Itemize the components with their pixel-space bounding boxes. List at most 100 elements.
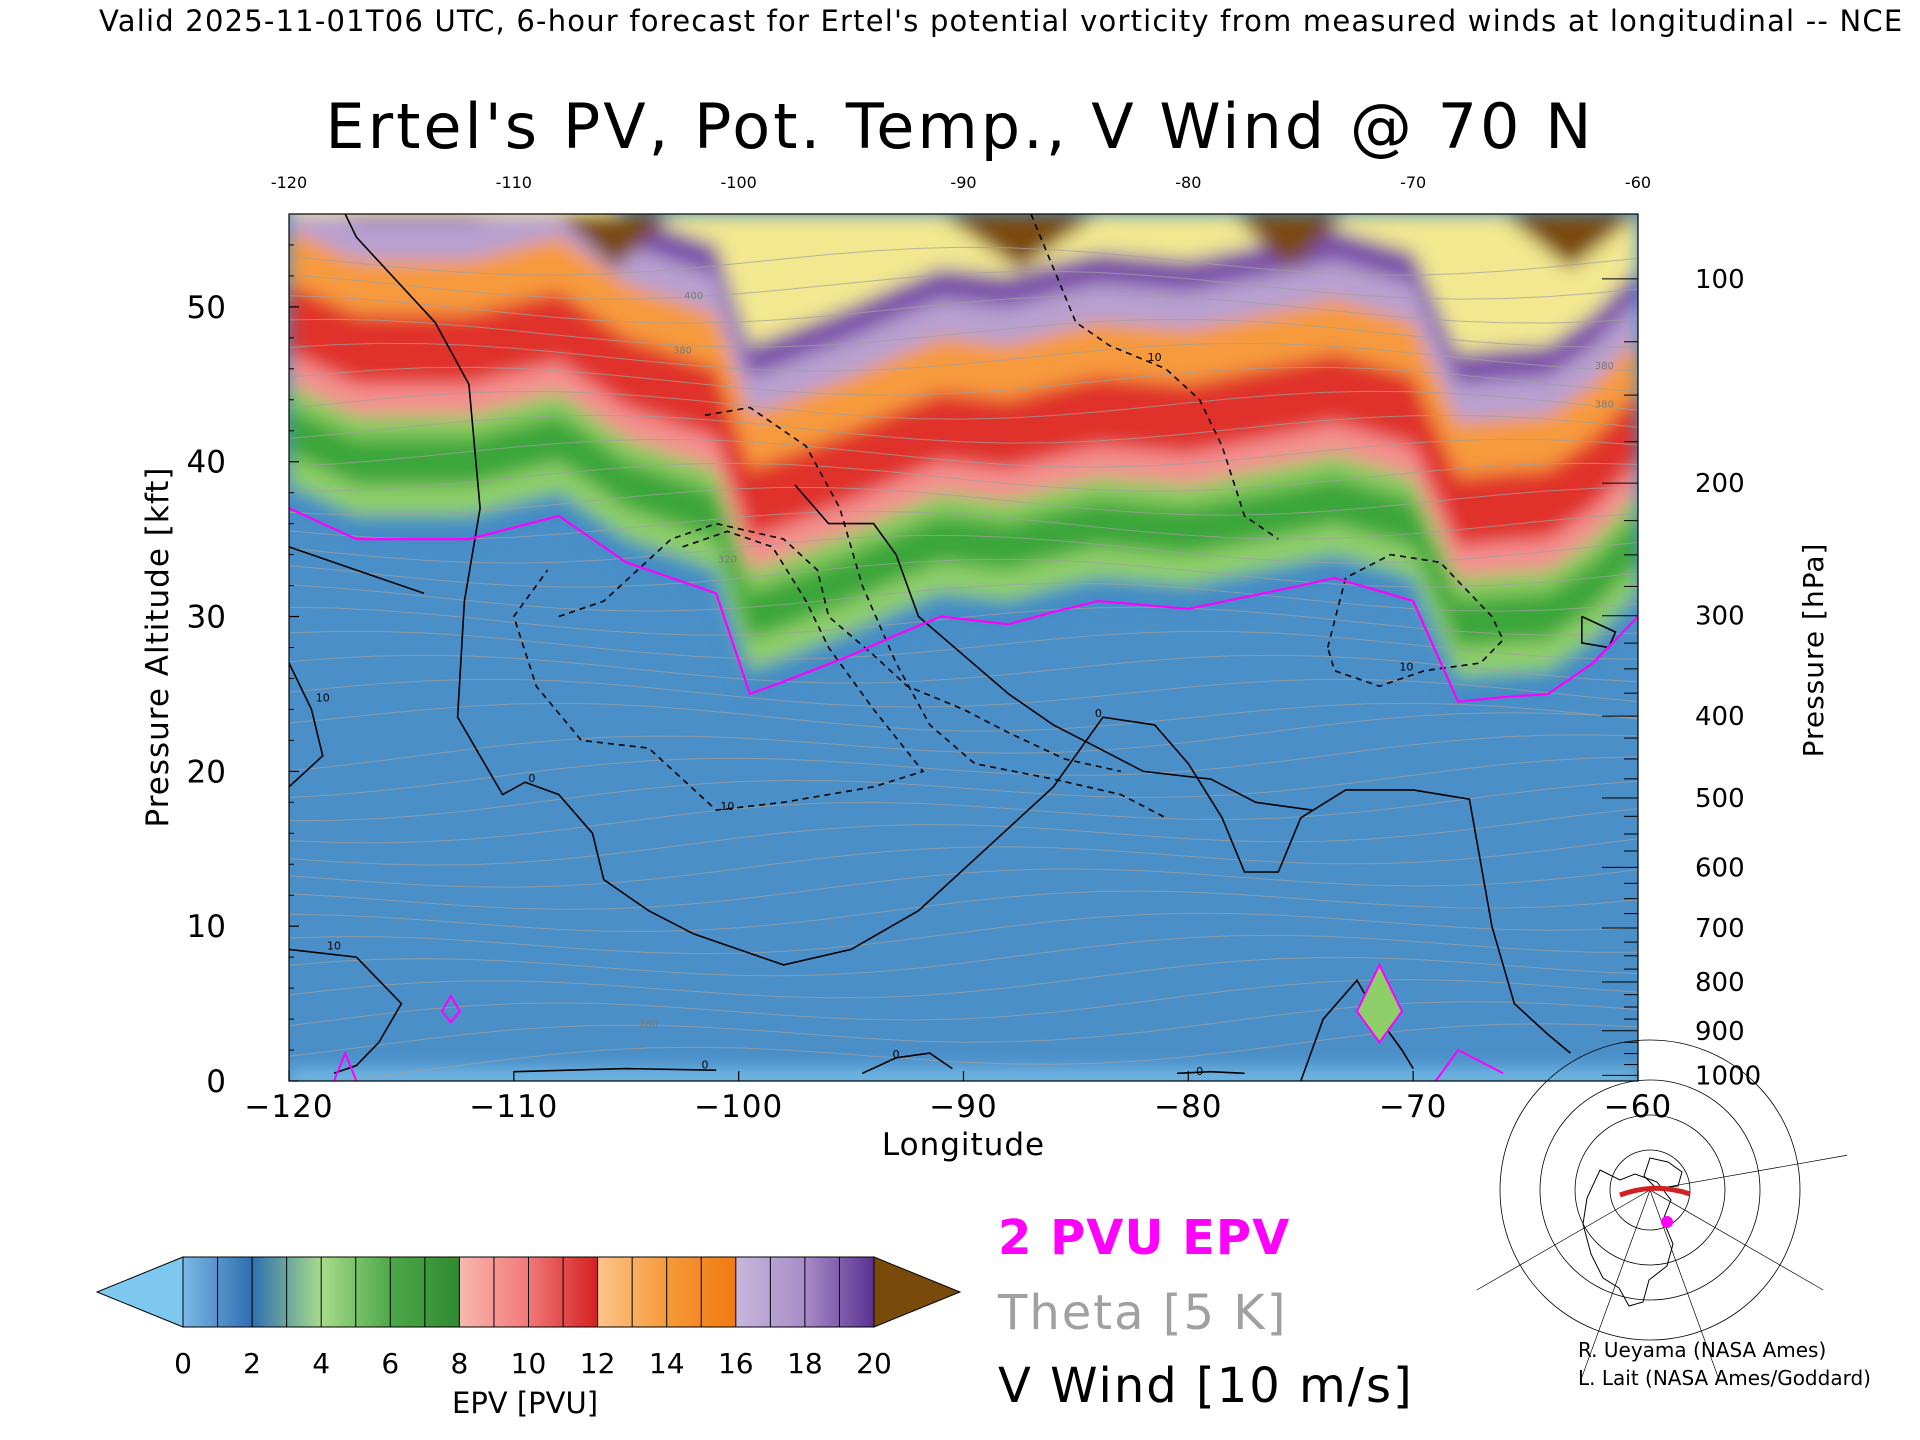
y-tick-label-left: 40 — [187, 445, 226, 481]
x-axis-label: Longitude — [882, 1127, 1045, 1163]
y-tick-label-right: 900 — [1695, 1017, 1745, 1047]
theta-contour-18 — [289, 606, 1638, 636]
theta-contour-2 — [289, 979, 1638, 1027]
vwind-contour-12 — [513, 1067, 717, 1073]
theta-contour-5 — [289, 912, 1638, 955]
vwind-contour-label: 10 — [316, 692, 330, 705]
y-axis-label-right: Pressure [hPa] — [1797, 543, 1830, 758]
y-tick-label-right: 700 — [1695, 914, 1745, 944]
vwind-contour-label: 10 — [720, 800, 734, 813]
minimap-meridian — [1649, 1154, 1848, 1191]
pv2-contour — [289, 507, 1638, 1081]
x-tick-label-bottom: −60 — [1604, 1089, 1672, 1125]
x-tick-label-bottom: −90 — [929, 1089, 997, 1125]
theta-contour-21 — [289, 534, 1638, 564]
colorbar-tick-label: 14 — [649, 1347, 685, 1380]
chart-title: Ertel's PV, Pot. Temp., V Wind @ 70 N — [325, 90, 1595, 163]
pv2-contour-island — [1434, 1048, 1504, 1081]
theta-contour-23 — [289, 486, 1638, 516]
colorbar-tick-label: 0 — [174, 1347, 192, 1380]
x-tick-label-top: -100 — [721, 173, 757, 192]
theta-contour-0 — [323, 1023, 1638, 1081]
pv2-contour-island — [440, 993, 462, 1024]
x-tick-label-top: -70 — [1400, 173, 1426, 192]
theta-contour-19 — [289, 582, 1638, 612]
vwind-contour-label: 10 — [1399, 661, 1413, 674]
plot-area: 280 320 380 380 380 400 0 0 0 0 0 10 10 10 10 10 — [289, 214, 1638, 1081]
y-tick-label-right: 500 — [1695, 784, 1745, 814]
y-tick-label-left: 50 — [187, 290, 226, 326]
colorbar-tick-label: 10 — [511, 1347, 547, 1380]
colorbar-tick-label: 2 — [243, 1347, 261, 1380]
theta-contour-10 — [289, 780, 1638, 844]
theta-contour-label: 380 — [1595, 361, 1614, 372]
colorbar-tick-label: 12 — [580, 1347, 616, 1380]
theta-contour-32 — [289, 270, 1638, 300]
theta-contours: 280 320 380 380 380 400 — [289, 246, 1638, 1081]
vwind-contour-label: 0 — [701, 1059, 708, 1072]
y-tick-label-right: 400 — [1695, 702, 1745, 732]
vwind-contours: 0 0 0 0 0 10 10 10 10 10 — [289, 214, 1617, 1081]
x-tick-label-bottom: −120 — [244, 1089, 333, 1125]
legend-theta: Theta [5 K] — [998, 1285, 1288, 1341]
theta-contour-6 — [289, 890, 1638, 933]
y-tick-label-right: 100 — [1695, 265, 1745, 295]
valid-time-line: Valid 2025-11-01T06 UTC, 6-hour forecast… — [99, 4, 1904, 38]
x-tick-label-bottom: −80 — [1154, 1089, 1222, 1125]
minimap-latitude-circle — [1609, 1149, 1691, 1231]
minimap-section-line — [1619, 1185, 1691, 1198]
theta-contour-24 — [289, 462, 1638, 492]
y-tick-label-left: 0 — [206, 1064, 226, 1100]
theta-contour-3 — [289, 956, 1638, 999]
theta-contour-8 — [289, 838, 1638, 888]
vwind-contour-label: 0 — [1095, 707, 1102, 720]
minimap-coastline — [1582, 1169, 1674, 1307]
axes: −120 −110 −100 −90 −80 −70 −60 -120 -110 -100 -90 -… — [140, 173, 1830, 1163]
vwind-contour-7 — [289, 948, 403, 1075]
vwind-contour-1 — [794, 484, 1313, 811]
colorbar: 0 2 4 6 8 10 12 14 16 18 20 — [95, 1256, 962, 1380]
x-tick-label-bottom: −110 — [469, 1089, 558, 1125]
minimap-latitude-circle — [1574, 1114, 1726, 1266]
theta-contour-16 — [289, 654, 1638, 684]
y-axis-label-left: Pressure Altitude [kft] — [140, 467, 176, 828]
theta-contour-7 — [289, 868, 1638, 910]
theta-contour-33 — [289, 246, 1638, 276]
vwind-contour-label: 10 — [327, 939, 341, 952]
minimap-meridian — [1649, 1189, 1824, 1291]
locator-map — [1476, 1039, 1848, 1379]
theta-contour-22 — [289, 510, 1638, 540]
theta-contour-15 — [289, 678, 1638, 708]
colorbar-tick-label: 16 — [718, 1347, 754, 1380]
colorbar-tick-label: 20 — [856, 1347, 892, 1380]
minimap-meridian — [1476, 1189, 1651, 1291]
theta-contour-31 — [289, 294, 1638, 324]
colorbar-max-arrow — [873, 1256, 962, 1328]
theta-contour-label: 280 — [639, 1019, 658, 1030]
theta-contour-30 — [289, 318, 1638, 348]
theta-contour-17 — [289, 630, 1638, 660]
theta-contour-25 — [289, 438, 1638, 468]
colorbar-tick-label: 8 — [450, 1347, 468, 1380]
vwind-contour-6 — [1030, 214, 1279, 540]
minimap-latitude-circle — [1499, 1039, 1801, 1341]
colorbar-tick-label: 4 — [312, 1347, 330, 1380]
x-tick-label-top: -120 — [271, 173, 307, 192]
y-tick-label-left: 20 — [187, 754, 226, 790]
theta-contour-13 — [289, 712, 1638, 772]
pv2-contour-island — [333, 1050, 358, 1081]
x-tick-label-top: -110 — [496, 173, 532, 192]
pv-max-patch-3 — [1503, 214, 1638, 269]
theta-contour-20 — [289, 558, 1638, 588]
x-tick-label-top: -90 — [950, 173, 976, 192]
theta-contour-27 — [289, 390, 1638, 420]
minimap-latitude-circle — [1539, 1079, 1761, 1301]
vwind-contour-8 — [289, 662, 324, 788]
colorbar-tick-label: 18 — [787, 1347, 823, 1380]
colorbar-tick-label: 6 — [381, 1347, 399, 1380]
vwind-contour-label: 10 — [1148, 351, 1162, 364]
theta-contour-29 — [289, 342, 1638, 372]
vwind-contour-3 — [558, 522, 1122, 773]
y-tick-label-right: 800 — [1695, 968, 1745, 998]
